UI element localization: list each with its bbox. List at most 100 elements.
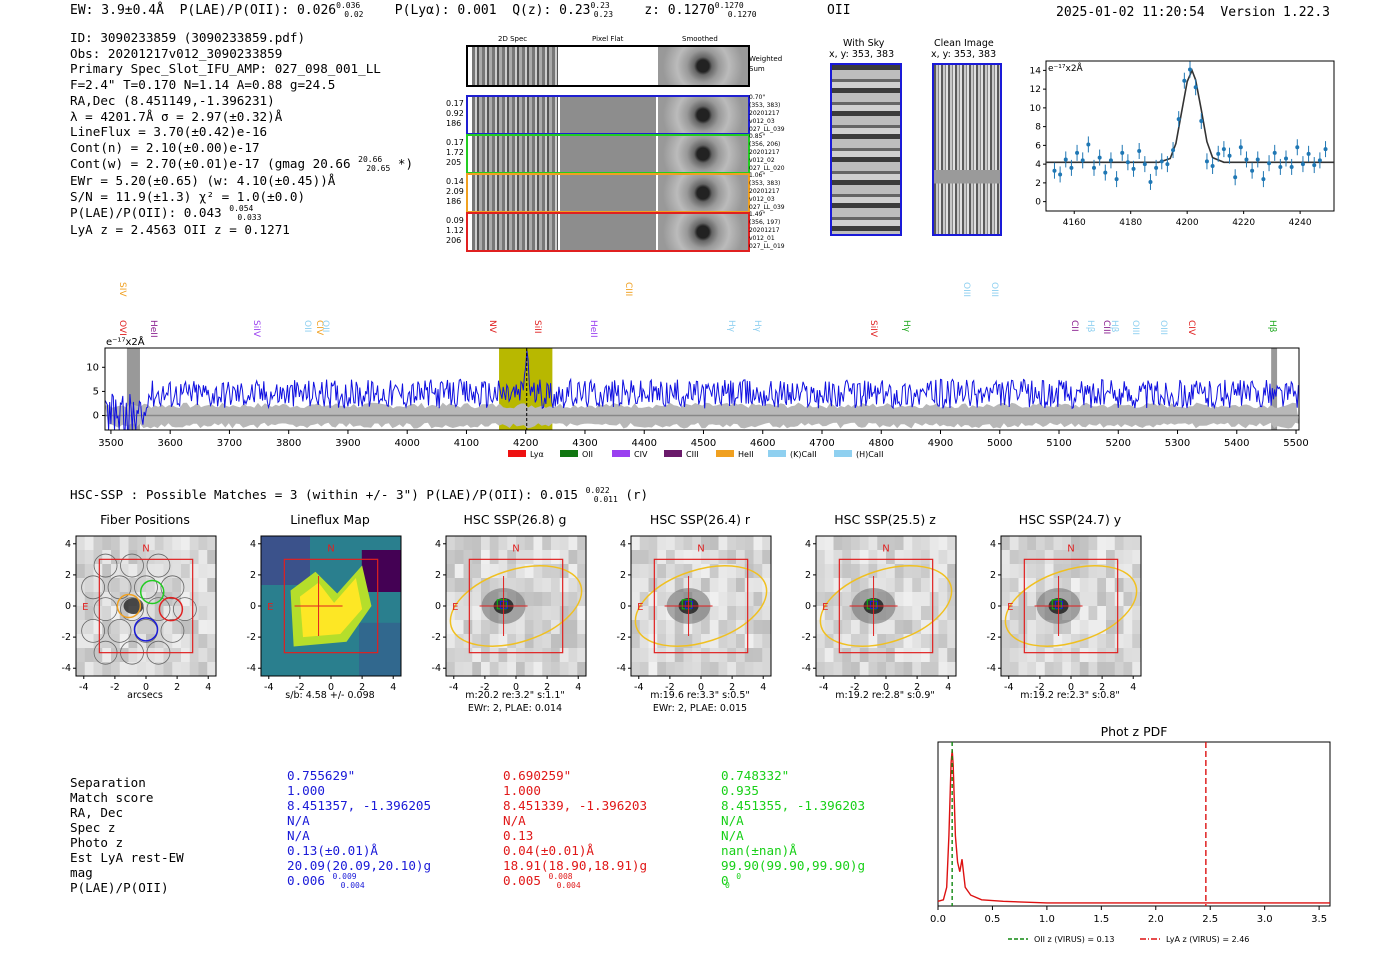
image-pixel xyxy=(886,564,896,579)
image-pixel xyxy=(76,620,86,635)
image-pixel xyxy=(463,578,473,593)
image-pixel xyxy=(1132,536,1142,551)
image-pixel xyxy=(1071,550,1081,565)
image-pixel xyxy=(1097,662,1107,677)
image-pixel xyxy=(674,620,684,635)
image-pixel xyxy=(1027,564,1037,579)
image-pixel xyxy=(1114,606,1124,621)
fit-data-point xyxy=(1306,151,1311,156)
image-pixel xyxy=(1106,564,1116,579)
image-pixel xyxy=(903,550,913,565)
image-pixel xyxy=(894,662,904,677)
header-plae: P(LAE)/P(OII): 0.026 xyxy=(179,3,337,18)
image-pixel xyxy=(868,634,878,649)
header-right: 2025-01-02 11:20:54 Version 1.22.3 xyxy=(1056,5,1330,20)
image-pixel xyxy=(102,606,112,621)
col-smoothed: Smoothed xyxy=(682,35,718,43)
image-pixel xyxy=(1027,592,1037,607)
image-pixel xyxy=(551,564,561,579)
photz-xtick-label: 0.5 xyxy=(984,914,1000,925)
legend-lya: LyA z (VIRUS) = 2.46 xyxy=(1166,935,1249,944)
fiber-circle xyxy=(134,575,158,600)
image-pixel xyxy=(666,620,676,635)
image-pixel xyxy=(463,634,473,649)
image-pixel xyxy=(454,620,464,635)
image-pixel xyxy=(463,536,473,551)
fit-data-point xyxy=(1159,159,1164,164)
match-plae-value: 0.006 xyxy=(287,873,325,888)
image-pixel xyxy=(1062,564,1072,579)
lineflux-region xyxy=(359,622,401,676)
header-qz: Q(z): 0.23 xyxy=(512,3,591,18)
fit-data-point xyxy=(1188,67,1192,72)
image-pixel xyxy=(903,662,913,677)
image-pixel xyxy=(446,550,456,565)
match-value: 1.000 xyxy=(503,783,541,798)
image-pixel xyxy=(1036,634,1046,649)
image-pixel xyxy=(851,536,861,551)
image-pixel xyxy=(692,578,702,593)
spec-legend-label: OII xyxy=(582,450,593,459)
spec-legend-swatch xyxy=(768,450,786,457)
image-pixel xyxy=(744,550,754,565)
image-pixel xyxy=(516,550,526,565)
fit-data-point xyxy=(1238,145,1243,150)
hsc-panel: N E -4 -4 -2 -2 0 0 2 2 4 4 xyxy=(247,535,402,690)
spectral-line-label: OIII xyxy=(961,282,972,298)
image-pixel xyxy=(674,564,684,579)
image-pixel xyxy=(146,578,156,593)
image-pixel xyxy=(727,606,737,621)
image-pixel xyxy=(111,606,121,621)
match-value: 0.04(±0.01)Å xyxy=(503,843,594,858)
panel-ytick-label: -2 xyxy=(987,632,996,643)
image-pixel xyxy=(674,662,684,677)
hsc-panel-caption: m:19.6 re:3.3" s:0.5" xyxy=(650,690,750,701)
image-pixel xyxy=(1062,634,1072,649)
compass-n: N xyxy=(697,544,704,555)
image-pixel xyxy=(1036,564,1046,579)
image-pixel xyxy=(921,592,931,607)
cutout-flat xyxy=(560,214,656,250)
image-pixel xyxy=(683,662,693,677)
image-pixel xyxy=(833,550,843,565)
compass-n: N xyxy=(1067,544,1074,555)
image-pixel xyxy=(947,620,957,635)
image-pixel xyxy=(1079,550,1089,565)
image-pixel xyxy=(859,662,869,677)
image-pixel xyxy=(1018,620,1028,635)
image-pixel xyxy=(207,662,217,677)
image-pixel xyxy=(648,648,658,663)
panel-ytick-label: -4 xyxy=(62,663,71,674)
aperture-ellipse xyxy=(819,565,953,647)
image-pixel xyxy=(859,536,869,551)
image-pixel xyxy=(631,578,641,593)
image-pixel xyxy=(938,592,948,607)
legend-oii: OII z (VIRUS) = 0.13 xyxy=(1034,935,1114,944)
cutout-meta-line: 027_LL_039 xyxy=(749,126,785,133)
image-pixel xyxy=(921,578,931,593)
image-pixel xyxy=(489,662,499,677)
image-pixel xyxy=(1088,662,1098,677)
image-pixel xyxy=(463,620,473,635)
image-pixel xyxy=(736,550,746,565)
image-pixel xyxy=(947,634,957,649)
image-pixel xyxy=(631,592,641,607)
spec-xtick-label: 3800 xyxy=(276,438,301,449)
image-pixel xyxy=(816,578,826,593)
image-pixel xyxy=(816,536,826,551)
image-pixel xyxy=(718,592,728,607)
cutout-meta-line: 1.49" xyxy=(749,211,766,218)
fit-data-point xyxy=(1176,117,1181,122)
col-pixel-flat: Pixel Flat xyxy=(592,35,624,43)
image-pixel xyxy=(859,648,869,663)
image-pixel xyxy=(1114,564,1124,579)
match-value: 0.748332" xyxy=(721,768,790,783)
image-pixel xyxy=(894,536,904,551)
image-pixel xyxy=(929,578,939,593)
image-pixel xyxy=(154,592,164,607)
image-pixel xyxy=(816,662,826,677)
lineflux-peak xyxy=(299,578,363,638)
fit-data-point xyxy=(1261,177,1266,182)
image-pixel xyxy=(1009,662,1019,677)
image-pixel xyxy=(189,662,199,677)
